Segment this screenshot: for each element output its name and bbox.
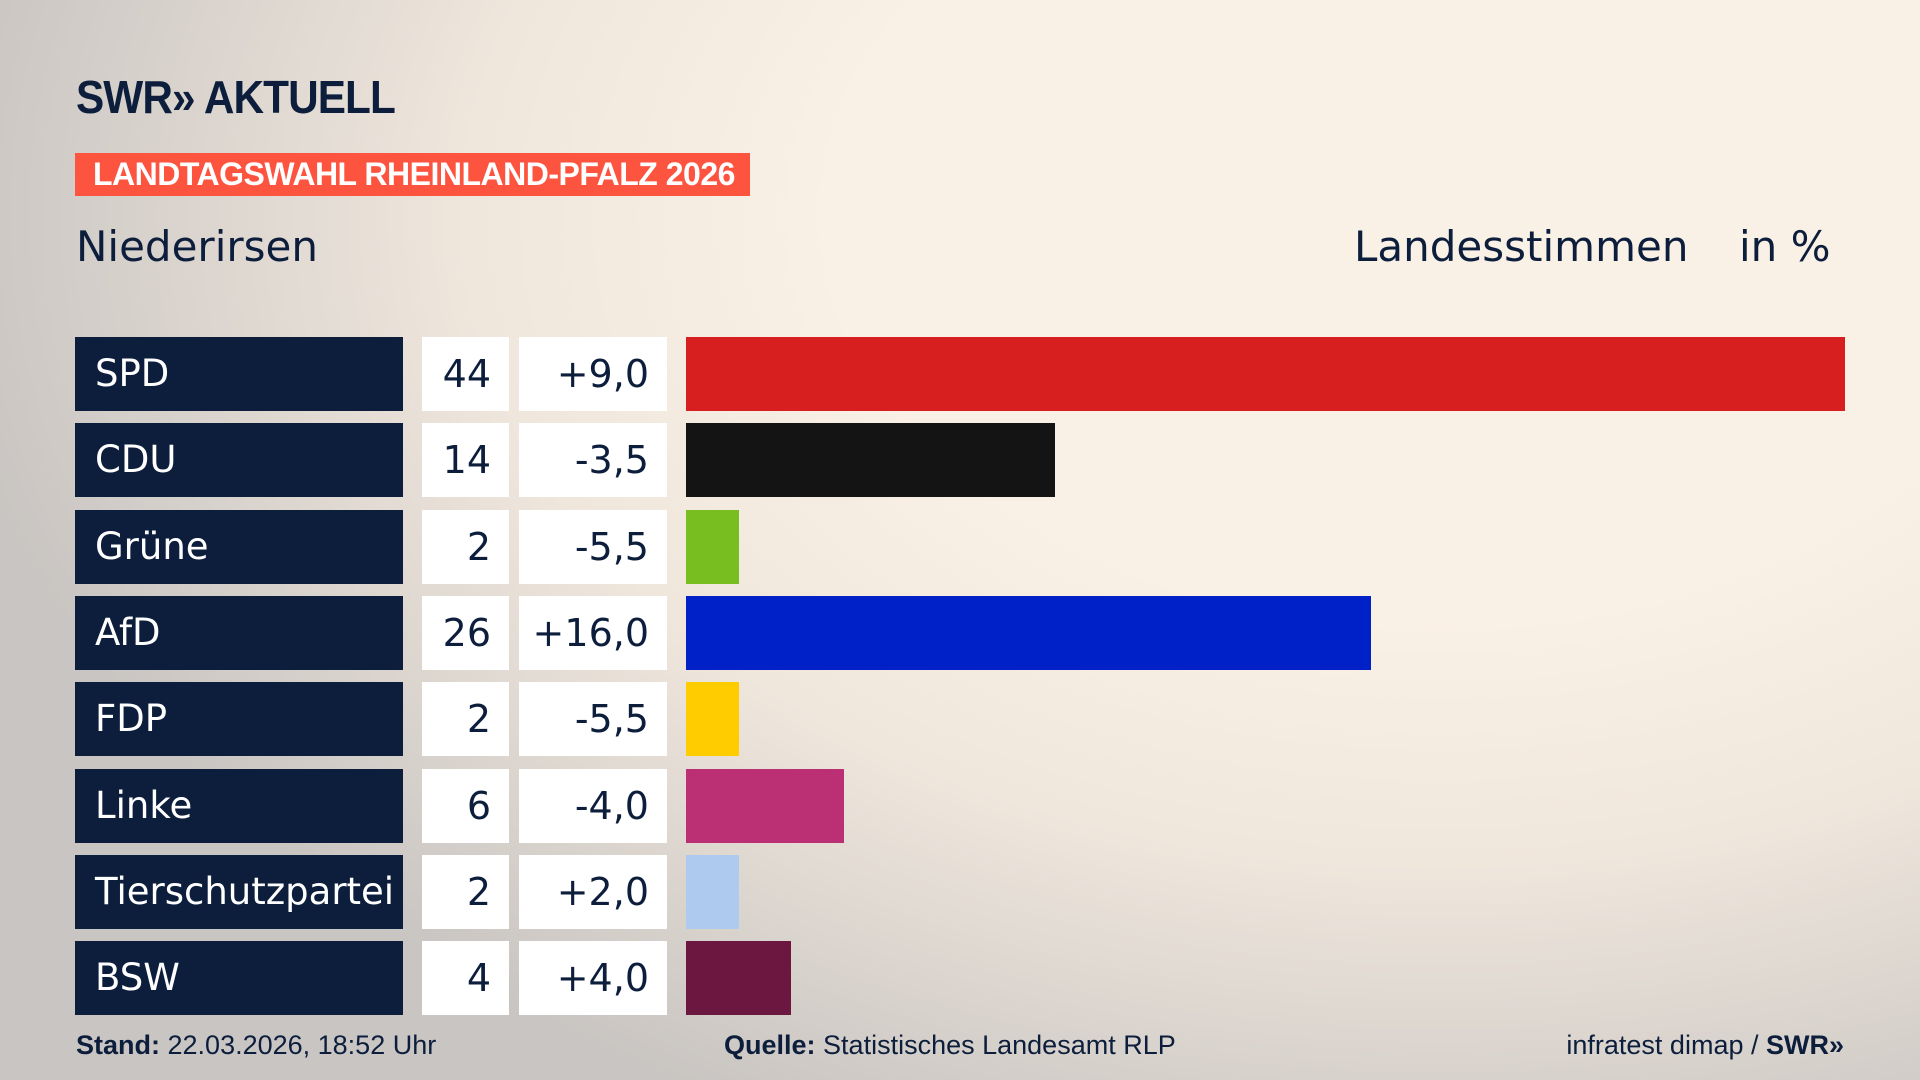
stand-value: 22.03.2026, 18:52 Uhr — [167, 1030, 437, 1060]
swr-aktuell-logo: SWR» AKTUELL — [76, 71, 396, 123]
value-label: 14 — [422, 423, 509, 498]
bar — [686, 423, 1055, 498]
stand-label: Stand: — [76, 1030, 160, 1060]
bar — [686, 768, 845, 843]
change-label: +16,0 — [519, 595, 667, 670]
change-label: -4,0 — [519, 768, 667, 843]
source-label: Quelle: — [724, 1030, 816, 1060]
change-label: +4,0 — [519, 941, 667, 1016]
bar — [686, 682, 739, 757]
party-label: AfD — [75, 595, 403, 670]
party-label: Grüne — [75, 509, 403, 584]
location-title: Niederirsen — [76, 222, 318, 271]
unit-label: in % — [1739, 222, 1831, 271]
value-label: 2 — [422, 509, 509, 584]
election-banner: LANDTAGSWAHL RHEINLAND-PFALZ 2026 — [75, 153, 750, 196]
change-label: -5,5 — [519, 509, 667, 584]
party-label: SPD — [75, 337, 403, 411]
swr-logo: SWR» — [1765, 1030, 1844, 1060]
party-label: Tierschutzpartei — [75, 854, 403, 929]
credit-text: infratest dimap / — [1566, 1030, 1766, 1060]
bar-row: SPD 44 +9,0 — [0, 337, 1920, 411]
value-label: 4 — [422, 941, 509, 1016]
bar-row: CDU 14 -3,5 — [0, 423, 1920, 498]
party-label: CDU — [75, 423, 403, 498]
change-label: +2,0 — [519, 854, 667, 929]
bar — [686, 941, 792, 1016]
party-label: BSW — [75, 941, 403, 1016]
bar-row: BSW 4 +4,0 — [0, 941, 1920, 1016]
source-value: Statistisches Landesamt RLP — [823, 1030, 1176, 1060]
change-label: -5,5 — [519, 682, 667, 757]
metric-label: Landesstimmen — [1354, 222, 1689, 271]
bar-row: Linke 6 -4,0 — [0, 768, 1920, 843]
bar-row: FDP 2 -5,5 — [0, 682, 1920, 757]
credit: infratest dimap / SWR» — [1566, 1030, 1844, 1061]
bar — [686, 337, 1845, 411]
bar-row: Grüne 2 -5,5 — [0, 509, 1920, 584]
change-label: -3,5 — [519, 423, 667, 498]
value-label: 2 — [422, 854, 509, 929]
value-label: 26 — [422, 595, 509, 670]
change-label: +9,0 — [519, 337, 667, 411]
value-label: 6 — [422, 768, 509, 843]
timestamp: Stand: 22.03.2026, 18:52 Uhr — [76, 1030, 436, 1061]
bar — [686, 595, 1371, 670]
party-label: FDP — [75, 682, 403, 757]
bar-row: AfD 26 +16,0 — [0, 595, 1920, 670]
source: Quelle: Statistisches Landesamt RLP — [724, 1030, 1176, 1061]
party-label: Linke — [75, 768, 403, 843]
value-label: 44 — [422, 337, 509, 411]
bar — [686, 509, 739, 584]
bar — [686, 854, 739, 929]
value-label: 2 — [422, 682, 509, 757]
bar-row: Tierschutzpartei 2 +2,0 — [0, 854, 1920, 929]
